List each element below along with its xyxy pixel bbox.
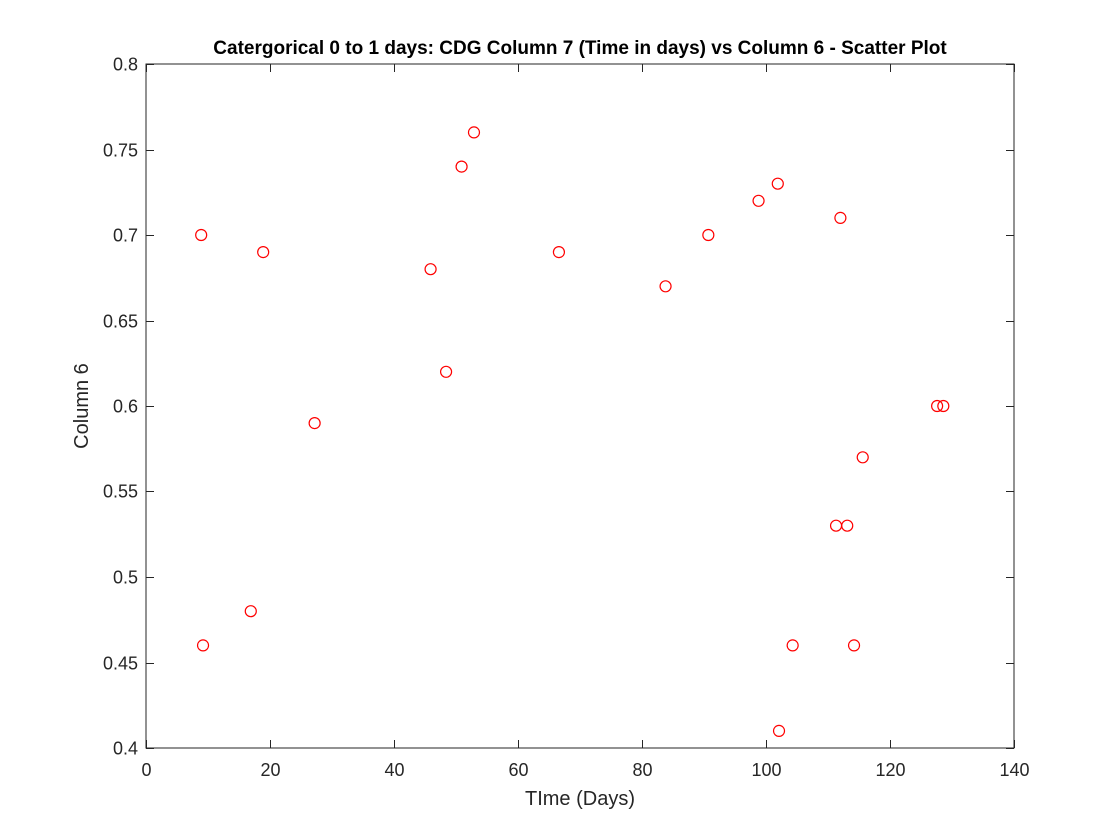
x-tick-label: 40 <box>384 760 404 780</box>
y-tick-label: 0.6 <box>113 397 138 417</box>
x-tick-label: 0 <box>141 760 151 780</box>
ticks-layer: 0 20 40 60 80 100 120 140 0.4 0.45 0.5 0.55 0.6 0.65 0… <box>103 55 1030 781</box>
x-tick-label: 80 <box>632 760 652 780</box>
y-tick-label: 0.4 <box>113 739 138 759</box>
x-tick-label: 100 <box>751 760 781 780</box>
data-point <box>829 519 843 532</box>
y-tick-label: 0.65 <box>103 312 138 332</box>
data-point <box>786 639 799 652</box>
x-axis-title: TIme (Days) <box>525 788 635 810</box>
x-tick-label: 140 <box>999 760 1029 780</box>
y-tick-label: 0.45 <box>103 654 138 674</box>
data-point <box>659 280 672 293</box>
x-tick-label: 60 <box>508 760 528 780</box>
data-point <box>196 639 210 652</box>
y-tick-label: 0.55 <box>103 482 138 502</box>
points-layer <box>195 126 950 738</box>
data-point <box>841 519 854 532</box>
data-point <box>856 451 869 464</box>
y-axis-title: Column 6 <box>71 363 93 449</box>
x-tick-label: 20 <box>260 760 280 780</box>
x-tick-label: 120 <box>875 760 905 780</box>
data-point <box>308 417 321 430</box>
data-point <box>937 399 950 413</box>
data-point <box>257 246 270 259</box>
y-tick-label: 0.75 <box>103 141 138 161</box>
chart-title: Catergorical 0 to 1 days: CDG Column 7 (… <box>213 38 947 59</box>
data-point <box>931 399 944 413</box>
y-tick-label: 0.8 <box>113 55 138 75</box>
data-point <box>195 228 208 242</box>
data-point <box>847 639 861 652</box>
data-point <box>439 365 453 378</box>
data-point <box>702 228 715 242</box>
data-point <box>771 177 784 190</box>
y-tick-label: 0.7 <box>113 226 138 246</box>
data-point <box>244 605 257 618</box>
data-point <box>752 194 765 207</box>
data-point <box>834 211 847 224</box>
data-point <box>772 724 786 738</box>
data-point <box>552 246 566 259</box>
data-point <box>424 263 437 276</box>
y-tick-label: 0.5 <box>113 568 138 588</box>
plot-frame <box>145 63 1015 749</box>
data-point <box>455 160 468 173</box>
data-point <box>467 126 481 139</box>
